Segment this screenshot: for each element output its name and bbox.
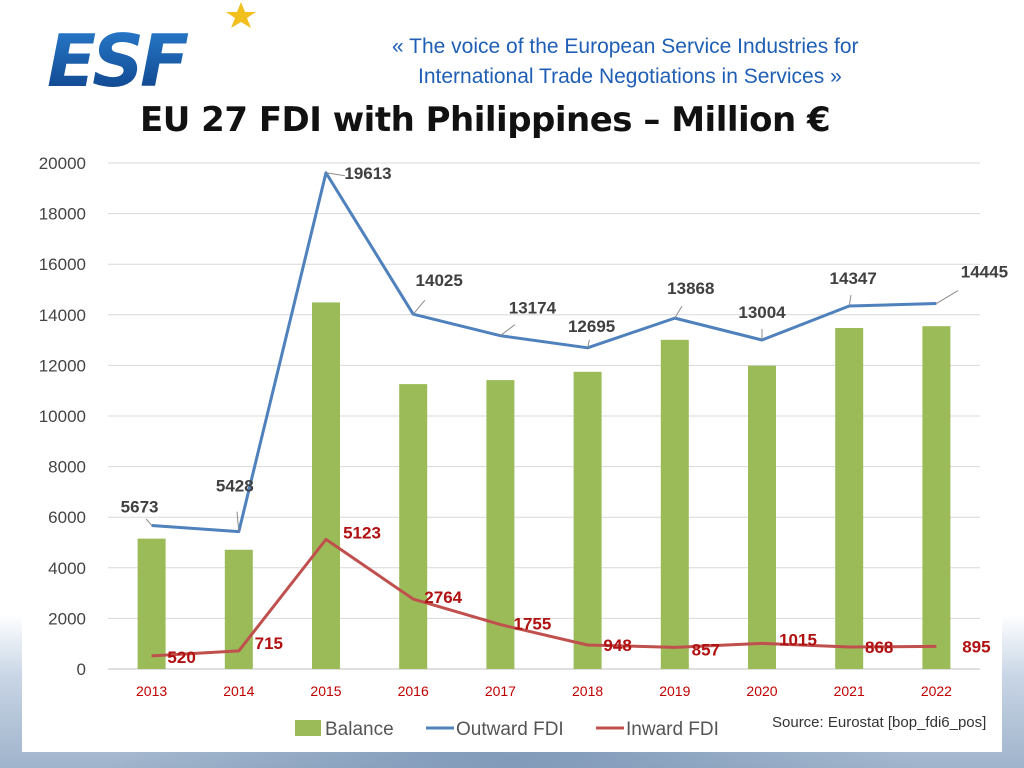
- outward-value-label: 13004: [738, 303, 786, 322]
- star-icon: [226, 2, 256, 28]
- balance-bar: [573, 371, 602, 669]
- y-tick-label: 6000: [48, 508, 86, 527]
- inward-value-label: 948: [603, 636, 631, 655]
- x-tick-label: 2015: [310, 683, 341, 699]
- y-tick-label: 16000: [39, 255, 86, 274]
- inward-value-label: 2764: [424, 588, 462, 607]
- inward-fdi-line: [151, 537, 937, 658]
- y-tick-label: 8000: [48, 458, 86, 477]
- balance-bar: [835, 327, 864, 669]
- x-tick-label: 2018: [572, 683, 603, 699]
- balance-bar: [137, 538, 166, 669]
- x-tick-label: 2016: [398, 683, 429, 699]
- outward-leader: [145, 518, 152, 526]
- y-tick-label: 18000: [39, 205, 86, 224]
- outward-value-label: 14445: [961, 263, 1008, 282]
- inward-value-label: 520: [167, 648, 195, 667]
- outward-value-label: 13868: [667, 279, 714, 298]
- balance-bars: [137, 302, 951, 669]
- outward-value-label: 5673: [121, 497, 159, 516]
- outward-leader: [587, 339, 590, 348]
- outward-value-label: 12695: [568, 317, 615, 336]
- inward-value-label: 1755: [513, 615, 551, 634]
- x-tick-label: 2017: [485, 683, 516, 699]
- x-tick-label: 2013: [136, 683, 167, 699]
- y-tick-label: 12000: [39, 356, 86, 375]
- legend: Balance Outward FDI Inward FDI: [295, 719, 719, 740]
- page-title: EU 27 FDI with Philippines – Million €: [140, 100, 831, 140]
- y-tick-label: 2000: [48, 609, 86, 628]
- source-note: Source: Eurostat [bop_fdi6_pos]: [772, 714, 987, 731]
- legend-label: Outward FDI: [456, 719, 564, 740]
- outward-leader: [412, 299, 426, 315]
- balance-bar: [660, 339, 689, 669]
- y-tick-label: 14000: [39, 306, 86, 325]
- x-tick-label: 2020: [746, 683, 777, 699]
- inward-value-label: 857: [692, 640, 720, 659]
- x-axis: 2013 2014 2015 2016 2017 2018 2019 2020 2021 2022: [136, 683, 952, 699]
- outward-leader: [848, 294, 852, 307]
- x-tick-label: 2021: [834, 683, 865, 699]
- y-tick-label: 4000: [48, 559, 86, 578]
- tagline-line-2: International Trade Negotiations in Serv…: [418, 65, 842, 88]
- tagline: « The voice of the European Service Indu…: [392, 32, 992, 92]
- data-labels: 5673 5428 19613 14025 13174 12695 13868 13004 14…: [121, 164, 1008, 667]
- outward-value-label: 14025: [416, 271, 463, 290]
- x-tick-label: 2014: [223, 683, 254, 699]
- inward-value-label: 5123: [343, 523, 381, 542]
- y-tick-label: 20000: [39, 154, 86, 173]
- outward-fdi-line: [151, 171, 937, 534]
- inward-value-label: 1015: [779, 630, 817, 649]
- legend-label: Inward FDI: [626, 719, 719, 740]
- y-tick-label: 10000: [39, 407, 86, 426]
- outward-leader: [325, 172, 345, 177]
- esf-logo: ESF: [47, 2, 256, 95]
- y-tick-label: 0: [77, 660, 86, 679]
- series-lines: [151, 171, 937, 658]
- outward-leader: [500, 324, 516, 337]
- outward-leader: [674, 305, 683, 319]
- outward-value-label: 5428: [216, 477, 254, 496]
- x-tick-label: 2019: [659, 683, 690, 699]
- balance-bar: [922, 326, 951, 669]
- tagline-line-1: « The voice of the European Service Indu…: [392, 35, 859, 58]
- balance-bar: [748, 365, 776, 669]
- svg-text:ESF: ESF: [47, 19, 189, 95]
- x-tick-label: 2022: [921, 683, 952, 699]
- inward-value-label: 868: [865, 638, 893, 657]
- inward-value-label: 715: [255, 634, 283, 653]
- legend-label: Balance: [325, 719, 394, 740]
- balance-bar: [312, 302, 340, 669]
- y-axis: 0 2000 4000 6000 8000 10000 12000 14000 16000 180…: [39, 154, 86, 679]
- outward-value-label: 19613: [344, 164, 391, 183]
- gridlines: [108, 162, 980, 670]
- outward-leader: [236, 511, 240, 532]
- balance-bar: [399, 384, 428, 669]
- outward-value-label: 13174: [509, 299, 557, 318]
- legend-balance-swatch: [295, 720, 321, 736]
- outward-value-label: 14347: [830, 269, 877, 288]
- inward-value-label: 895: [962, 637, 990, 656]
- outward-leader: [936, 290, 959, 304]
